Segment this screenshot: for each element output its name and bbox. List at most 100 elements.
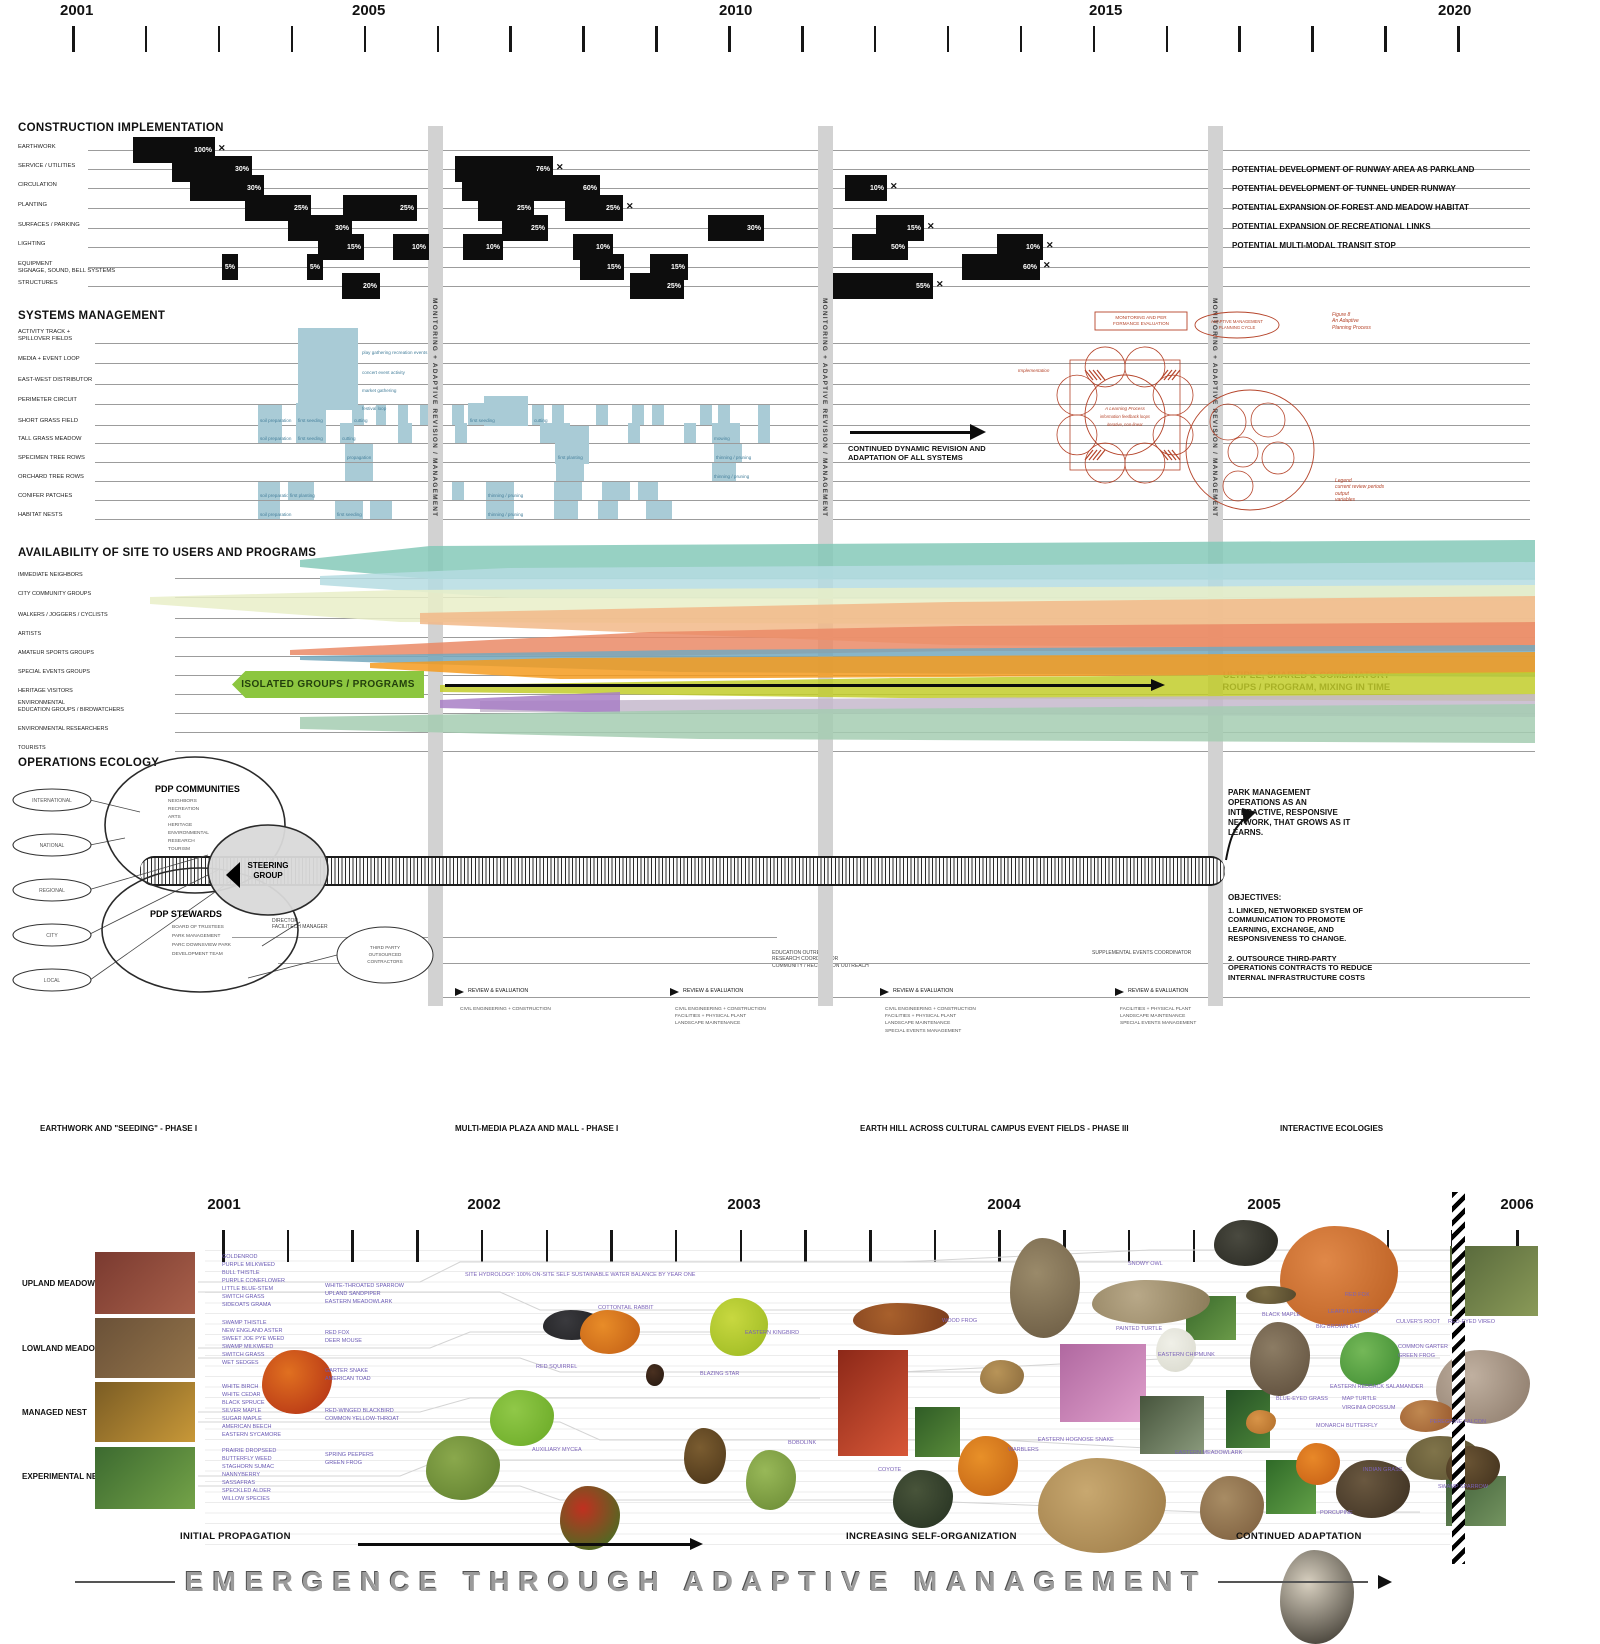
construction-bar: 15% xyxy=(580,254,624,280)
construction-row-line xyxy=(88,286,1530,287)
pdp-community-item: RECREATION xyxy=(168,806,200,812)
banner-text: EMERGENCE THROUGH ADAPTIVE MANAGEMENT xyxy=(185,1566,1208,1597)
species-list: GARTER SNAKE AMERICAN TOAD xyxy=(325,1368,371,1382)
operations-ecology-diagram: INTERNATIONAL NATIONAL REGIONAL CITY LOC… xyxy=(12,756,434,993)
management-activity-box xyxy=(258,423,282,443)
initial-propagation-arrow-line xyxy=(358,1543,690,1546)
event-loop-note: concert event activity xyxy=(362,370,405,375)
management-activity-box xyxy=(420,405,428,425)
poplar-leaves-image xyxy=(490,1390,554,1446)
flow-hatch xyxy=(1084,369,1094,381)
scope-link-line xyxy=(89,879,233,981)
scope-link-line xyxy=(87,854,209,891)
ecology-year-2005: 2005 xyxy=(1247,1196,1281,1213)
subsystem-circle xyxy=(1250,402,1286,438)
species-annotation: SITE HYDROLOGY: 100% ON-SITE SELF SUSTAI… xyxy=(465,1272,696,1278)
management-activity-box xyxy=(758,423,770,443)
stage-continued-adaptation: CONTINUED ADAPTATION xyxy=(1236,1531,1362,1542)
leopard-frog-image xyxy=(426,1436,500,1500)
management-activity-label: first seeding xyxy=(298,418,323,423)
availability-row-label: TOURISTS xyxy=(18,745,46,751)
species-annotation: INDIAN GRASS xyxy=(1363,1467,1403,1473)
pdp-communities-title: PDP COMMUNITIES xyxy=(155,784,240,794)
construction-bar: 50% xyxy=(852,234,908,260)
construction-row-label: STRUCTURES xyxy=(18,280,58,286)
management-activity-label: thinning / pruning xyxy=(488,493,524,498)
timeline-tick xyxy=(363,26,367,52)
species-list: SPRING PEEPERS GREEN FROG xyxy=(325,1452,374,1466)
steering-group-label: STEERING xyxy=(248,861,289,870)
availability-row-label: ENVIRONMENTAL RESEARCHERS xyxy=(18,726,109,732)
systems-row-label: TALL GRASS MEADOW xyxy=(18,436,82,442)
hub-note: information feedback loops xyxy=(1100,414,1151,419)
timeline-tick xyxy=(1165,26,1168,52)
species-list: WHITE-THROATED SPARROW UPLAND SANDPIPER … xyxy=(325,1283,404,1305)
operations-section-title: OPERATIONS ECOLOGY xyxy=(18,757,160,769)
construction-bar: 60% xyxy=(962,254,1040,280)
management-activity-box xyxy=(345,444,373,462)
management-activity-box xyxy=(714,444,742,462)
ground-beetle-image xyxy=(646,1364,664,1386)
management-activity-box xyxy=(598,501,618,519)
timeline-tick xyxy=(290,26,294,52)
stage-increasing-self-organization: INCREASING SELF-ORGANIZATION xyxy=(846,1531,1017,1542)
construction-row-line xyxy=(88,150,1530,151)
salamander-image xyxy=(853,1303,949,1335)
species-annotation: CULVER'S ROOT xyxy=(1396,1319,1441,1325)
management-activity-box xyxy=(602,482,630,500)
management-activity-label: cutting xyxy=(534,418,548,423)
review-evaluation-label: REVIEW & EVALUATION xyxy=(468,988,529,994)
construction-bar: 25% xyxy=(343,195,417,221)
contract-staff-list: CIVIL ENGINEERING + CONSTRUCTION FACILIT… xyxy=(675,1007,766,1027)
monitoring-bar-label: MONITORING + ADAPTIVE REVISION / MANAGEM… xyxy=(821,298,828,518)
managed-nest-photo-image xyxy=(95,1382,195,1442)
species-list: SWAMP THISTLE NEW ENGLAND ASTER SWEET JO… xyxy=(222,1320,285,1366)
potential-note: POTENTIAL EXPANSION OF FOREST AND MEADOW… xyxy=(1232,203,1469,212)
pdp-stewards-title: PDP STEWARDS xyxy=(150,909,222,919)
potential-note: POTENTIAL DEVELOPMENT OF TUNNEL UNDER RU… xyxy=(1232,184,1456,193)
succession-branch-line xyxy=(198,1485,900,1501)
construction-row-label: PLANTING xyxy=(18,202,47,208)
species-annotation: BOBOLINK xyxy=(788,1440,817,1446)
management-activity-box xyxy=(712,423,740,443)
species-annotation: WOOD FROG xyxy=(942,1318,978,1324)
systems-row-label: HABITAT NESTS xyxy=(18,512,63,518)
cycle-petal xyxy=(1084,442,1126,484)
species-annotation: BLACK MAPLE xyxy=(1262,1312,1301,1318)
objectives-title: OBJECTIVES: xyxy=(1228,893,1282,902)
subsystems-ellipse xyxy=(1185,389,1315,511)
poppy-field-photo-image xyxy=(838,1350,908,1456)
network-note: PARK MANAGEMENT OPERATIONS AS AN INTERAC… xyxy=(1228,788,1351,837)
user-flow-band xyxy=(300,704,1535,743)
management-activity-box xyxy=(296,403,326,425)
subsystem-circle xyxy=(1261,441,1295,475)
systems-row-label: SPECIMEN TREE ROWS xyxy=(18,455,85,461)
ecology-tick xyxy=(674,1230,678,1262)
management-activity-box xyxy=(486,501,514,519)
species-list: RED FOX DEER MOUSE xyxy=(325,1330,362,1344)
timeline-year-2005: 2005 xyxy=(352,2,386,19)
habitat-label-upland-meadow: UPLAND MEADOW xyxy=(22,1279,95,1288)
construction-row-label: LIGHTING xyxy=(18,241,46,247)
pdp-stewards-ellipse xyxy=(101,867,299,993)
banner-arrow-icon xyxy=(1377,1575,1392,1589)
growth-arrow-head xyxy=(1242,808,1256,824)
dogwood-flowers-image xyxy=(1340,1332,1400,1386)
revision-x-marker: ✕ xyxy=(927,221,935,231)
scope-oval-national xyxy=(12,833,92,857)
management-activity-box xyxy=(700,405,712,425)
adaptive-planning-sketch: MONITORING AND PER FORMANCE EVALUATION A… xyxy=(1018,311,1315,511)
timeline-tick xyxy=(144,26,148,52)
management-activity-box xyxy=(370,501,392,519)
availability-row-label: IMMEDIATE NEIGHBORS xyxy=(18,572,83,578)
pdp-steward-item: DEVELOPMENT TEAM xyxy=(172,951,223,957)
scope-oval-city xyxy=(12,923,92,947)
construction-row-label: EQUIPMENT SIGNAGE, SOUND, BELL SYSTEMS xyxy=(18,261,116,275)
review-arrow-icon xyxy=(455,988,464,996)
management-activity-label: thinning / pruning xyxy=(488,512,524,517)
management-activity-box xyxy=(335,501,363,519)
timeline-year-2010: 2010 xyxy=(719,2,753,19)
steering-arrow-icon xyxy=(226,862,240,888)
management-activity-box xyxy=(258,482,280,500)
painted-turtle-image xyxy=(1246,1286,1296,1304)
